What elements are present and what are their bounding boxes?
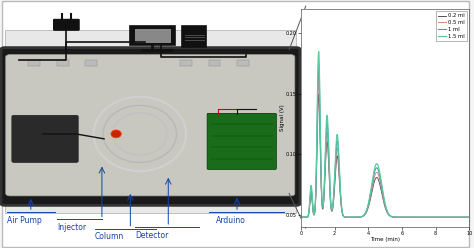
Line: 1 ml: 1 ml bbox=[301, 64, 469, 217]
Ellipse shape bbox=[111, 130, 121, 138]
Text: Detector: Detector bbox=[135, 231, 168, 240]
0.5 ml bbox=[316, 77, 321, 80]
0.2 ml bbox=[298, 216, 304, 219]
Line: 1.5 ml: 1.5 ml bbox=[301, 52, 469, 217]
Text: Air Pump: Air Pump bbox=[7, 216, 42, 225]
FancyBboxPatch shape bbox=[5, 30, 296, 213]
0.2 ml bbox=[380, 197, 386, 200]
1 ml bbox=[431, 216, 437, 219]
0.5 ml bbox=[380, 195, 386, 198]
0.5 ml bbox=[466, 216, 472, 219]
1.5 ml bbox=[298, 216, 304, 219]
Bar bbox=[57, 60, 69, 66]
FancyBboxPatch shape bbox=[130, 26, 175, 45]
0.5 ml bbox=[462, 216, 467, 219]
FancyBboxPatch shape bbox=[6, 55, 295, 196]
Y-axis label: Signal (V): Signal (V) bbox=[280, 104, 284, 131]
1.5 ml bbox=[375, 165, 381, 168]
0.5 ml bbox=[431, 216, 437, 219]
Bar bbox=[28, 60, 40, 66]
0.5 ml bbox=[298, 216, 304, 219]
0.2 ml bbox=[466, 216, 472, 219]
Text: Arduino: Arduino bbox=[216, 216, 246, 225]
0.5 ml bbox=[462, 216, 467, 219]
FancyBboxPatch shape bbox=[2, 1, 469, 247]
1.5 ml bbox=[316, 50, 321, 53]
Bar bbox=[135, 29, 171, 43]
FancyBboxPatch shape bbox=[54, 19, 79, 30]
Bar bbox=[237, 60, 249, 66]
0.2 ml bbox=[462, 216, 467, 219]
Bar bbox=[180, 60, 192, 66]
Line: 0.5 ml: 0.5 ml bbox=[301, 79, 469, 217]
1.5 ml bbox=[462, 216, 467, 219]
Line: 0.2 ml: 0.2 ml bbox=[301, 94, 469, 217]
1.5 ml bbox=[462, 216, 467, 219]
FancyBboxPatch shape bbox=[207, 113, 276, 169]
1 ml bbox=[298, 216, 304, 219]
1.5 ml bbox=[380, 190, 386, 193]
1.5 ml bbox=[431, 216, 437, 219]
Bar bbox=[85, 60, 97, 66]
0.5 ml bbox=[375, 173, 381, 176]
Bar bbox=[209, 60, 220, 66]
0.2 ml bbox=[316, 93, 321, 96]
FancyBboxPatch shape bbox=[1, 48, 300, 205]
1.5 ml bbox=[466, 216, 472, 219]
X-axis label: Time (min): Time (min) bbox=[370, 238, 400, 243]
1 ml bbox=[462, 216, 467, 219]
1 ml bbox=[380, 192, 386, 195]
0.2 ml bbox=[375, 178, 381, 181]
1 ml bbox=[316, 63, 321, 66]
0.2 ml bbox=[307, 205, 312, 208]
Legend: 0.2 ml, 0.5 ml, 1 ml, 1.5 ml: 0.2 ml, 0.5 ml, 1 ml, 1.5 ml bbox=[436, 11, 466, 41]
1 ml bbox=[462, 216, 467, 219]
Text: Injector: Injector bbox=[57, 223, 86, 232]
FancyBboxPatch shape bbox=[12, 115, 78, 162]
0.2 ml bbox=[462, 216, 467, 219]
1.5 ml bbox=[307, 202, 312, 205]
Text: Column: Column bbox=[95, 232, 124, 241]
0.2 ml bbox=[431, 216, 437, 219]
1 ml bbox=[307, 203, 312, 206]
1 ml bbox=[375, 169, 381, 172]
FancyBboxPatch shape bbox=[182, 26, 206, 47]
0.5 ml bbox=[307, 204, 312, 207]
1 ml bbox=[466, 216, 472, 219]
